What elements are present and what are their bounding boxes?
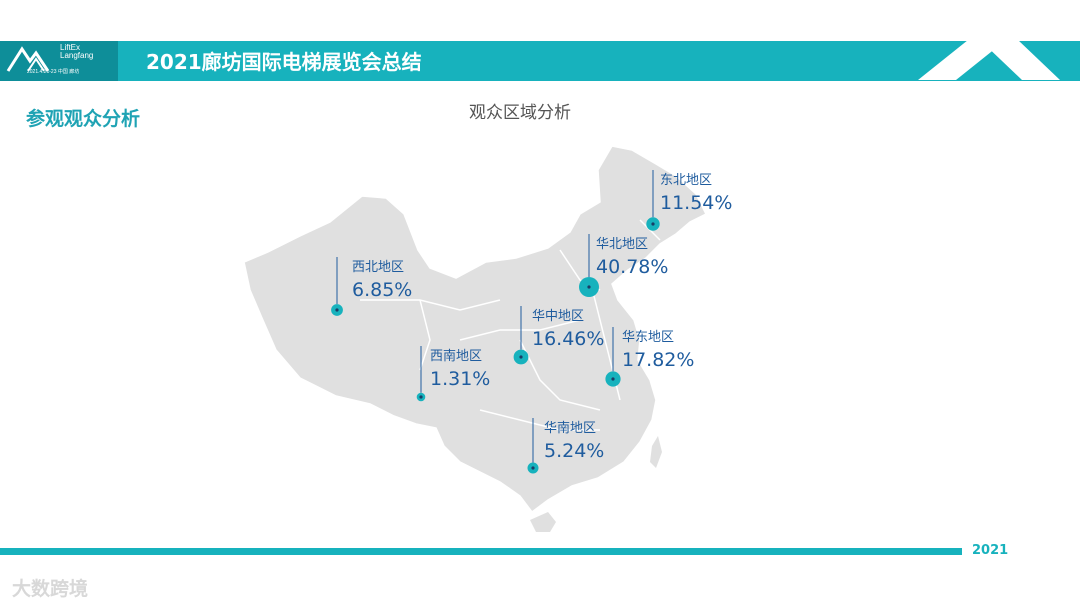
taiwan-island [650, 436, 662, 468]
section-title: 参观观众分析 [26, 108, 141, 130]
region-name-label: 华东地区 [622, 330, 674, 345]
region-value-label: 5.24% [544, 440, 604, 462]
region-name-label: 东北地区 [660, 173, 712, 188]
region-value-label: 40.78% [596, 256, 668, 278]
header-title: 2021廊坊国际电梯展览会总结 [146, 50, 422, 74]
logo-mountain-icon [6, 46, 50, 72]
logo-text-line1: LiftEx [60, 43, 81, 52]
region-marker-center [519, 355, 523, 359]
header-chevron-icon [918, 40, 1060, 80]
region-marker-center [651, 222, 655, 226]
logo-subtext: 2021.4.21-23 中国 廊坊 [27, 69, 80, 75]
chart-title: 观众区域分析 [469, 103, 571, 123]
region-name-label: 西南地区 [430, 348, 482, 364]
logo: LiftEx Langfang 2021.4.21-23 中国 廊坊 [0, 41, 118, 81]
region-marker-center [611, 377, 615, 381]
hainan-island [530, 512, 556, 532]
logo-text-line2: Langfang [60, 51, 94, 60]
region-marker-center [531, 466, 535, 470]
region-value-label: 1.31% [430, 368, 490, 390]
region-name-label: 华中地区 [532, 309, 584, 324]
footer-year: 2021 [972, 543, 1009, 558]
logo-text: LiftEx Langfang [60, 44, 93, 60]
region-marker-center [587, 285, 591, 289]
region-name-label: 西北地区 [352, 260, 404, 275]
region-marker-center [335, 308, 339, 312]
region-markers: 东北地区 11.54% 华北地区 40.78% 西北地区 6.85% 华中地区 16.46% 华… [331, 170, 732, 474]
watermark: 大数跨境 [12, 578, 89, 600]
china-map-shape [243, 145, 708, 514]
region-value-label: 16.46% [532, 328, 604, 350]
region-value-label: 11.54% [660, 192, 732, 214]
region-name-label: 华北地区 [596, 237, 648, 252]
header-bar [0, 41, 1080, 81]
region-name-label: 华南地区 [544, 420, 596, 436]
region-value-label: 17.82% [622, 349, 694, 371]
footer-line [0, 548, 962, 555]
region-value-label: 6.85% [352, 279, 412, 301]
region-marker-center [419, 395, 423, 399]
